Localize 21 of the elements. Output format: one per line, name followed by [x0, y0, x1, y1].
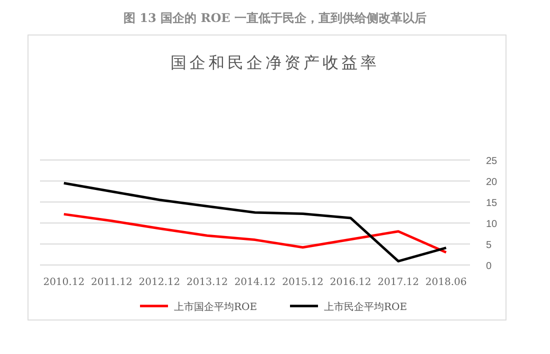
x-tick-label: 2016.12 — [330, 277, 372, 288]
x-tick-label: 2014.12 — [234, 277, 276, 288]
legend-label: 上市国企平均ROE — [174, 301, 258, 313]
line-series — [62, 212, 448, 254]
y-tick-label: 0 — [486, 261, 492, 272]
x-tick-label: 2015.12 — [282, 277, 324, 288]
legend-label: 上市民企平均ROE — [324, 301, 408, 313]
y-tick-label: 25 — [486, 156, 498, 167]
y-tick-label: 20 — [486, 177, 498, 188]
chart-subtitle: 国企和民企净资产收益率 — [170, 53, 380, 72]
y-tick-label: 15 — [486, 198, 498, 209]
y-tick-label: 10 — [486, 219, 498, 230]
y-tick-label: 5 — [486, 240, 492, 251]
x-tick-label: 2013.12 — [186, 277, 228, 288]
x-tick-label: 2017.12 — [378, 277, 420, 288]
x-tick-label: 2010.12 — [43, 277, 85, 288]
x-tick-label: 2018.06 — [425, 277, 467, 288]
x-tick-label: 2012.12 — [138, 277, 180, 288]
line-series — [62, 182, 448, 262]
chart-title: 图 13 国企的 ROE 一直低于民企，直到供给侧改革以后 — [124, 11, 426, 25]
x-tick-label: 2011.12 — [90, 277, 132, 288]
